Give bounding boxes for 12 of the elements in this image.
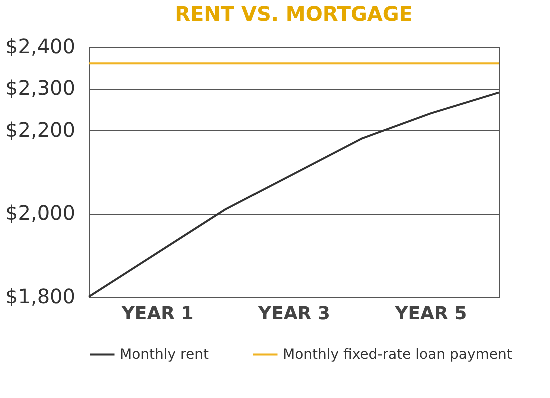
chart-title: RENT VS. MORTGAGE	[175, 2, 413, 26]
y-tick-label: $2,300	[6, 76, 76, 100]
y-tick-label: $2,000	[6, 201, 76, 226]
x-tick-label: YEAR 1	[120, 304, 194, 324]
y-tick-label: $1,800	[6, 284, 76, 308]
x-tick-label: YEAR 5	[394, 304, 468, 324]
legend-label: Monthly rent	[120, 346, 210, 363]
line-series	[88, 92, 500, 298]
y-tick-label: $2,400	[6, 34, 76, 58]
legend-label: Monthly fixed-rate loan payment	[283, 346, 513, 363]
y-tick-label: $2,200	[6, 118, 76, 142]
x-tick-label: YEAR 3	[258, 304, 330, 324]
